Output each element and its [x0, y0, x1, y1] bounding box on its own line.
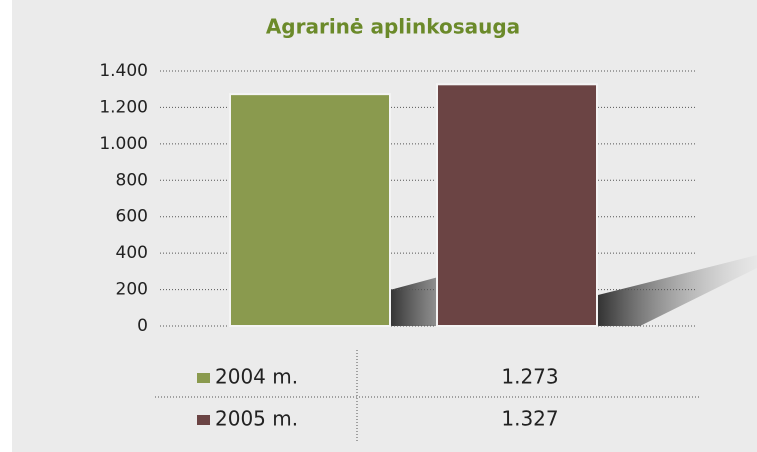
y-tick-label: 200 — [116, 280, 148, 300]
bar-shadow — [598, 255, 757, 326]
bar — [436, 83, 598, 327]
legend-label: 2004 m. — [215, 365, 298, 389]
value-label: 1.273 — [501, 365, 558, 389]
legend-swatch — [197, 415, 210, 425]
legend-swatch — [197, 373, 210, 383]
y-tick-label: 400 — [116, 243, 148, 263]
y-tick-label: 600 — [116, 207, 148, 227]
y-tick-label: 1.400 — [99, 61, 148, 81]
bar — [229, 93, 391, 327]
y-tick-label: 1.200 — [99, 97, 148, 117]
y-tick-label: 800 — [116, 170, 148, 190]
chart-title: Agrarinė aplinkosauga — [266, 15, 520, 39]
legend-label: 2005 m. — [215, 407, 298, 431]
y-tick-label: 0 — [137, 316, 148, 336]
value-label: 1.327 — [501, 407, 558, 431]
y-tick-label: 1.000 — [99, 134, 148, 154]
